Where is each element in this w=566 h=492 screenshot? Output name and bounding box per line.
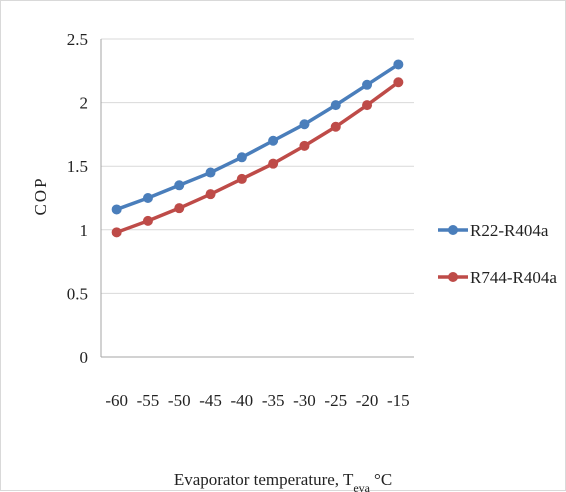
data-point — [299, 141, 309, 151]
x-axis-title-subscript: eva — [353, 481, 370, 492]
legend-label: R744-R404a — [470, 268, 557, 287]
legend-marker — [448, 272, 458, 282]
data-point — [206, 189, 216, 199]
x-axis-title-unit: °C — [374, 470, 392, 489]
data-point — [362, 80, 372, 90]
data-point — [299, 119, 309, 129]
data-point — [237, 152, 247, 162]
data-point — [112, 227, 122, 237]
x-tick-label: -50 — [168, 391, 191, 410]
y-tick-label: 2.5 — [67, 30, 88, 49]
data-point — [143, 216, 153, 226]
data-point — [174, 203, 184, 213]
data-point — [331, 100, 341, 110]
series-lines — [112, 59, 404, 237]
x-tick-label: -20 — [356, 391, 379, 410]
x-tick-labels: -60 -55 -50 -45 -40 -35 -30 -25 -20 -15 — [105, 391, 409, 410]
data-point — [393, 77, 403, 87]
x-tick-label: -25 — [324, 391, 347, 410]
legend-entry: R22-R404a — [438, 221, 549, 240]
series-line — [117, 82, 399, 232]
series-2 — [112, 77, 404, 237]
legend-label: R22-R404a — [470, 221, 549, 240]
x-tick-label: -40 — [231, 391, 254, 410]
data-point — [268, 136, 278, 146]
data-point — [206, 168, 216, 178]
legend: R22-R404a R744-R404a — [438, 221, 557, 287]
y-tick-label: 1 — [80, 221, 89, 240]
y-axis-title: COP — [31, 176, 50, 215]
y-tick-label: 1.5 — [67, 157, 88, 176]
data-point — [112, 204, 122, 214]
x-axis-title-main: Evaporator temperature, T — [174, 470, 354, 489]
y-tick-labels: 0 0.5 1 1.5 2 2.5 — [67, 30, 88, 367]
x-tick-label: -30 — [293, 391, 316, 410]
x-axis-title: Evaporator temperature, Teva °C — [174, 470, 392, 492]
x-tick-label: -60 — [105, 391, 128, 410]
data-point — [362, 100, 372, 110]
gridlines — [101, 39, 414, 293]
data-point — [331, 122, 341, 132]
data-point — [237, 174, 247, 184]
y-tick-label: 0.5 — [67, 284, 88, 303]
data-point — [143, 193, 153, 203]
x-tick-label: -55 — [137, 391, 160, 410]
x-tick-label: -45 — [199, 391, 222, 410]
data-point — [174, 180, 184, 190]
y-tick-label: 2 — [80, 94, 89, 113]
series-line — [117, 64, 399, 209]
legend-entry: R744-R404a — [438, 268, 557, 287]
data-point — [393, 59, 403, 69]
legend-marker — [448, 225, 458, 235]
y-tick-label: 0 — [80, 348, 89, 367]
series-1 — [112, 59, 404, 214]
x-tick-label: -35 — [262, 391, 285, 410]
x-tick-label: -15 — [387, 391, 410, 410]
data-point — [268, 159, 278, 169]
